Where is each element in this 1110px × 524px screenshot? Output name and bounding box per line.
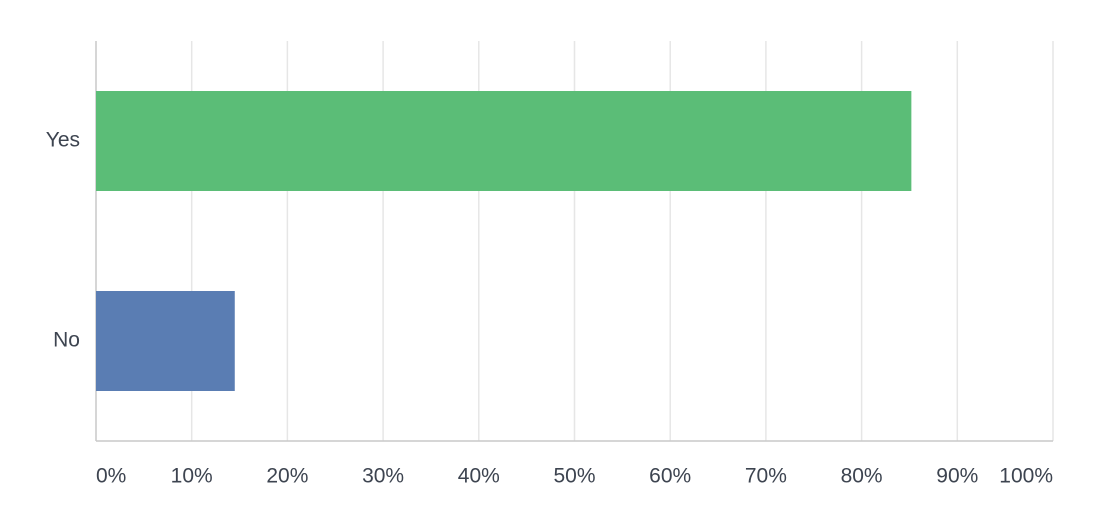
x-tick-label: 60% <box>649 465 691 488</box>
x-tick-label: 90% <box>936 465 978 488</box>
bar <box>96 291 235 391</box>
y-tick-label: No <box>53 329 80 352</box>
x-tick-label: 10% <box>171 465 213 488</box>
x-tick-label: 80% <box>841 465 883 488</box>
x-tick-label: 40% <box>458 465 500 488</box>
x-tick-label: 20% <box>266 465 308 488</box>
bar <box>96 91 912 191</box>
x-tick-label: 70% <box>745 465 787 488</box>
y-tick-label: Yes <box>46 129 80 152</box>
x-tick-label: 50% <box>553 465 595 488</box>
x-tick-label: 30% <box>362 465 404 488</box>
x-tick-label: 100% <box>999 465 1053 488</box>
x-tick-label: 0% <box>96 465 126 488</box>
